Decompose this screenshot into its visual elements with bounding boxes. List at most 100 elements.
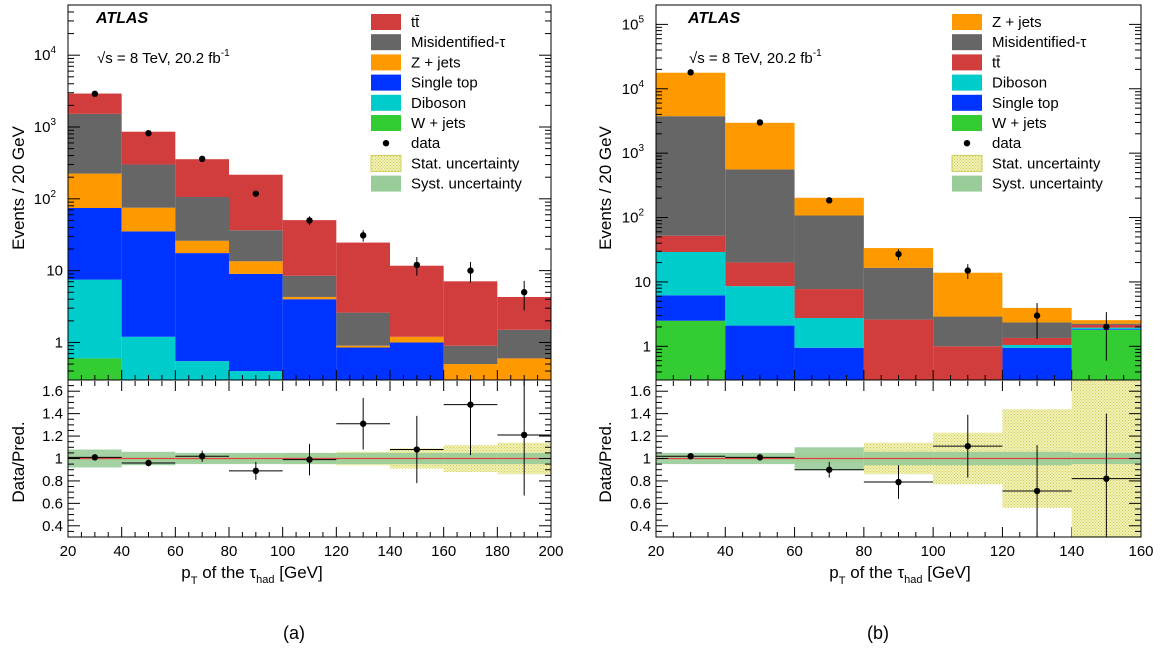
ratio-plot-a: 0.4 0.6 0.8 1 1.2 1.4 1.6 20 40 60 80 100 120 140 160 1…	[42, 379, 564, 560]
y-tick-mant-b-3: 10	[622, 145, 639, 162]
legend-label-a-2: Z + jets	[411, 54, 461, 71]
bar-a-s3-b2	[175, 240, 229, 254]
legend-syst-swatch-a	[371, 175, 401, 192]
ratio-tick-label-b-2: 0.8	[630, 473, 651, 490]
bar-a-s3-b4	[282, 296, 337, 300]
bar-b-s4-b0	[656, 116, 726, 236]
y-tick-mant-b-0: 1	[643, 338, 651, 355]
ratio-plot-b: 0.4 0.6 0.8 1 1.2 1.4 1.6 20 40 60 80 100 120 140 160	[630, 379, 1154, 560]
bar-a-s3-b8	[497, 358, 551, 380]
bar-b-s5-b4	[933, 272, 1003, 317]
legend-stat-swatch-b	[951, 154, 983, 172]
ratio-point-b-4	[964, 442, 971, 450]
x-tick-label-b-1: 40	[717, 543, 734, 560]
bar-b-s5-b2	[794, 197, 864, 216]
legend-label-a-3: Single top	[411, 75, 478, 92]
bar-a-s3-b6	[390, 336, 444, 343]
bar-a-s3-b0	[68, 173, 122, 209]
y-axis-label-a: Events / 20 GeV	[9, 125, 28, 249]
energy-sup-a: -1	[221, 48, 230, 59]
bar-b-s3-b5	[1002, 337, 1072, 345]
ratio-point-b-2	[826, 466, 833, 473]
x-axis-label-a: pT of the τhad [GeV]	[181, 563, 322, 587]
bar-b-s0-b0	[656, 320, 726, 380]
ratio-point-b-5	[1033, 487, 1041, 495]
legend-label-b-4: Single top	[992, 95, 1059, 112]
x-tick-label-a-8: 180	[485, 543, 510, 560]
bar-a-s4-b2	[175, 196, 229, 241]
y-axis-label-b: Events / 20 GeV	[596, 125, 615, 249]
ratio-tick-label-a-2: 0.8	[42, 473, 63, 490]
ratio-tick-label-b-0: 0.4	[630, 518, 651, 535]
y-tick-mant-a-0: 1	[55, 334, 63, 351]
data-point-b-6	[1103, 323, 1110, 331]
bar-a-s2-b0	[68, 208, 122, 280]
ratio-y-label-a: Data/Pred.	[9, 421, 28, 502]
ratio-tick-label-a-5: 1.4	[42, 406, 63, 423]
bar-a-s4-b3	[229, 230, 283, 262]
bar-a-s5-b3	[229, 174, 283, 231]
energy-text-a: √s = 8 TeV, 20.2 fb	[97, 50, 221, 67]
ratio-tick-label-b-4: 1.2	[630, 428, 651, 445]
x-tick-label-b-6: 140	[1059, 543, 1084, 560]
bar-b-s3-b2	[794, 289, 864, 319]
bar-b-s3-b4	[933, 346, 1003, 380]
ratio-tick-label-a-0: 0.4	[42, 518, 63, 535]
legend-label-a-8: Syst. uncertainty	[411, 176, 522, 193]
y-tick-label-b-0: 1	[643, 338, 651, 355]
x-label-end-a: [GeV]	[275, 563, 323, 582]
bar-a-s1-b0	[68, 279, 122, 359]
data-point-b-1	[756, 119, 764, 126]
bar-b-s5-b0	[656, 72, 726, 117]
x-tick-label-a-5: 120	[324, 543, 349, 560]
y-tick-exp-a-4: 4	[50, 45, 56, 56]
bar-b-s2-b0	[656, 251, 726, 296]
caption-b: (b)	[867, 623, 889, 643]
ratio-point-a-0	[91, 454, 99, 461]
bar-a-s5-b6	[390, 265, 444, 337]
legend-label-a-7: Stat. uncertainty	[411, 155, 520, 172]
bar-b-s3-b0	[656, 235, 726, 252]
bar-b-s3-b1	[725, 262, 795, 287]
bar-a-s5-b1	[121, 131, 176, 165]
bar-a-s4-b1	[121, 164, 176, 208]
bar-b-s1-b1	[725, 325, 795, 380]
ratio-point-a-7	[467, 401, 474, 408]
ratio-tick-label-b-3: 1	[643, 451, 651, 468]
data-point-b-0	[687, 69, 694, 76]
x-label-mid-b: of the τ	[845, 563, 904, 582]
ratio-point-b-1	[756, 454, 764, 461]
energy-text-b: √s = 8 TeV, 20.2 fb	[689, 50, 813, 67]
y-tick-mant-b-4: 10	[622, 81, 639, 98]
bar-a-s3-b5	[336, 345, 390, 348]
ratio-tick-label-a-3: 1	[55, 451, 63, 468]
y-tick-label-a-1: 10	[46, 263, 63, 280]
x-tick-label-a-4: 100	[270, 543, 295, 560]
legend-syst-swatch-b	[952, 175, 982, 192]
y-tick-exp-a-2: 2	[50, 189, 56, 200]
ratio-point-a-1	[145, 459, 152, 467]
y-tick-label-b-4: 104	[622, 79, 645, 98]
ratio-point-b-0	[687, 453, 694, 460]
y-tick-exp-b-3: 3	[638, 143, 644, 154]
bar-b-s1-b5	[1002, 347, 1072, 380]
legend-swatch-a-1	[371, 34, 401, 51]
bar-a-s4-b7	[443, 345, 498, 365]
x-axis-label-b: pT of the τhad [GeV]	[829, 563, 970, 587]
ratio-tick-label-b-6: 1.6	[630, 383, 651, 400]
data-point-b-2	[826, 197, 833, 204]
energy-label-b: √s = 8 TeV, 20.2 fb-1	[689, 48, 822, 67]
y-tick-label-b-2: 102	[622, 208, 645, 227]
bar-a-s3-b3	[229, 261, 283, 274]
legend-swatch-b-5	[952, 115, 982, 131]
bar-a-s0-b0	[68, 358, 122, 380]
data-point-a-2	[198, 155, 206, 163]
bar-a-s5-b4	[282, 220, 337, 276]
bar-a-s5-b0	[68, 93, 122, 114]
bar-b-s1-b2	[794, 347, 864, 380]
x-tick-label-a-2: 60	[167, 543, 184, 560]
y-tick-mant-b-1: 10	[634, 274, 651, 291]
data-point-a-5	[359, 232, 367, 239]
legend-swatch-b-1	[952, 34, 982, 51]
